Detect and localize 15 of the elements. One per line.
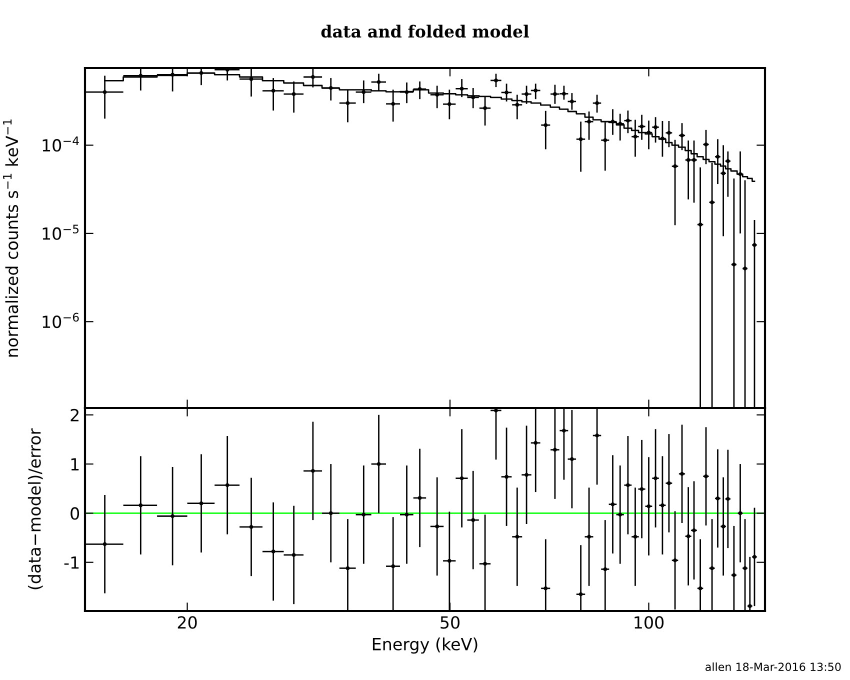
y-tick-label: 0: [70, 507, 80, 520]
x-tick-label: 100: [634, 616, 664, 629]
y-tick-label: 2: [70, 408, 78, 422]
x-axis-title: Energy (keV): [372, 638, 478, 654]
y-axis-title: (data−model)/error: [28, 428, 43, 590]
y-tick-label: 1: [71, 458, 79, 470]
y-tick-label: 10$^{−4}$: [42, 136, 79, 152]
chart-title: data and folded model: [321, 24, 529, 38]
y-tick-label: 10$^{−5}$: [42, 224, 79, 240]
y-tick-label: 10$^{−6}$: [42, 312, 79, 328]
y-tick-label: -1: [64, 556, 79, 569]
y-axis-title: normalized counts s$^{−1}$ keV$^{−1}$: [3, 119, 18, 357]
x-tick-label: 50: [440, 616, 460, 629]
text: allen 18-Mar-2016 13:50: [706, 662, 841, 672]
x-tick-label: 20: [178, 616, 197, 629]
